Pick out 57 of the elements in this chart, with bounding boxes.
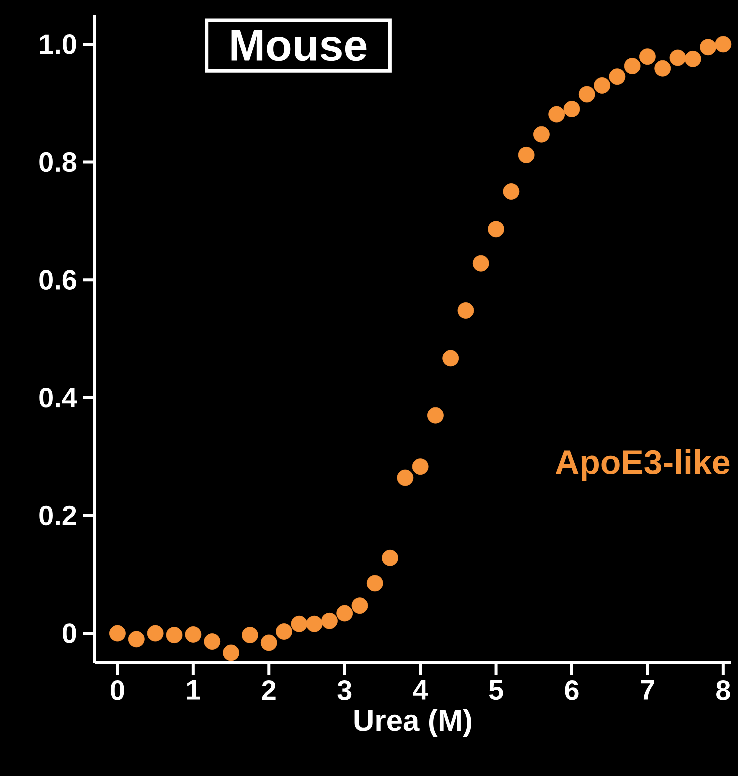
point	[412, 458, 429, 476]
point	[204, 634, 221, 650]
text: ApoE3-like	[556, 450, 730, 482]
x-tick-label: 5	[489, 680, 504, 700]
point	[276, 624, 292, 640]
point	[128, 631, 145, 648]
point	[260, 634, 278, 652]
point	[428, 407, 444, 424]
point	[352, 598, 368, 614]
point	[609, 68, 626, 86]
y-tick-label: 1.0	[40, 34, 76, 54]
x-tick-label: 2	[262, 680, 276, 700]
x-tick-label: 0	[111, 680, 124, 700]
x-axis-title: Urea (M)	[354, 709, 472, 738]
y-tick-label: 0.4	[40, 388, 78, 408]
point	[548, 106, 566, 123]
point	[223, 644, 240, 662]
x-tick-label: 7	[641, 680, 654, 700]
point	[185, 626, 202, 643]
point	[518, 147, 535, 164]
point	[670, 50, 686, 66]
point	[110, 625, 126, 642]
x-tick-label: 4	[413, 680, 428, 700]
point	[684, 50, 702, 68]
point	[534, 126, 550, 143]
point	[715, 36, 732, 53]
point	[564, 101, 580, 118]
point	[336, 605, 354, 622]
y-tick-label: 0.2	[40, 506, 76, 526]
x-tick-label: 8	[716, 680, 730, 700]
x-tick-label: 3	[338, 680, 352, 700]
point	[291, 616, 308, 632]
point	[382, 550, 398, 566]
point	[624, 58, 641, 74]
point	[242, 627, 258, 644]
point	[640, 48, 656, 66]
chart-title: Mouse	[232, 30, 367, 62]
point	[594, 77, 610, 94]
point	[166, 627, 183, 644]
x-tick-label: 1	[187, 680, 200, 700]
x-tick-label: 6	[565, 680, 579, 700]
y-tick-label: 0.8	[40, 152, 77, 172]
point	[503, 184, 520, 200]
point	[306, 616, 323, 632]
point	[147, 625, 164, 642]
point	[488, 221, 504, 238]
y-tick-label: 0.6	[40, 270, 76, 290]
point	[458, 302, 474, 319]
point	[700, 39, 716, 56]
point	[442, 350, 460, 367]
point	[578, 86, 596, 103]
y-tick-label: 0	[63, 624, 76, 644]
point	[472, 255, 490, 272]
point	[397, 470, 414, 486]
point	[654, 60, 672, 77]
point	[366, 575, 384, 592]
point	[322, 612, 338, 630]
